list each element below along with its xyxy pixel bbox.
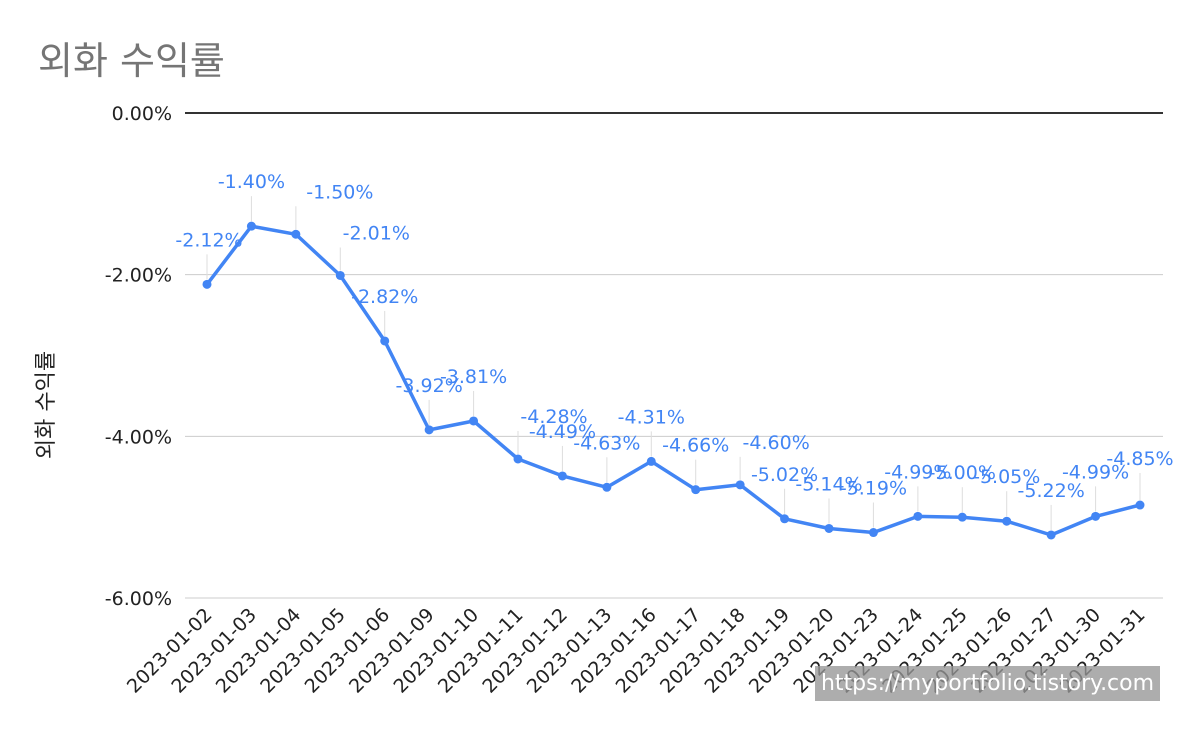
data-label: -3.81% xyxy=(440,366,507,388)
data-label: -4.99% xyxy=(884,461,951,483)
data-label: -5.14% xyxy=(795,473,862,495)
data-label: -3.92% xyxy=(396,375,463,397)
data-point xyxy=(1002,516,1012,526)
data-point xyxy=(957,512,967,522)
data-label: -2.01% xyxy=(343,222,410,244)
data-point xyxy=(469,416,479,426)
data-point xyxy=(913,511,923,521)
data-label: -2.82% xyxy=(351,286,418,308)
y-tick-label: -6.00% xyxy=(105,588,172,610)
data-label: -1.40% xyxy=(218,171,285,193)
data-point xyxy=(380,336,390,346)
y-tick-label: 0.00% xyxy=(112,103,172,125)
data-label: -4.63% xyxy=(573,432,640,454)
data-label: -1.50% xyxy=(306,181,373,203)
data-point xyxy=(691,485,701,495)
data-point xyxy=(868,528,878,538)
data-label: -5.05% xyxy=(973,466,1040,488)
data-point xyxy=(557,471,567,481)
data-point xyxy=(735,480,745,490)
data-point xyxy=(780,514,790,524)
y-axis-ticks: 0.00% -2.00% -4.00% -6.00% xyxy=(105,103,172,610)
data-point xyxy=(1091,511,1101,521)
data-point xyxy=(335,270,345,280)
data-points xyxy=(202,221,1145,540)
y-tick-label: -4.00% xyxy=(105,426,172,448)
gridlines xyxy=(185,112,1163,599)
data-label: -5.22% xyxy=(1018,480,1085,502)
data-point xyxy=(424,425,434,435)
data-point xyxy=(202,279,212,289)
watermark: https://myportfolio.tistory.com xyxy=(815,666,1160,701)
data-label: -4.28% xyxy=(520,406,587,428)
data-point xyxy=(291,229,301,239)
chart-title: 외화 수익률 xyxy=(38,39,225,83)
y-tick-label: -2.00% xyxy=(105,265,172,287)
data-point xyxy=(1046,530,1056,540)
data-point xyxy=(1135,500,1145,510)
data-label: -4.49% xyxy=(529,421,596,443)
data-labels: -2.12% -1.40% -1.50% -2.01% -2.82% -3.92%-3.8… xyxy=(175,171,1173,502)
data-point xyxy=(602,482,612,492)
data-label: -4.31% xyxy=(618,406,685,428)
data-point xyxy=(646,456,656,466)
data-label: -2.12% xyxy=(175,229,242,251)
label-leader-lines xyxy=(206,196,1141,530)
series-line xyxy=(205,224,1142,537)
data-label: -4.85% xyxy=(1106,448,1173,470)
data-point xyxy=(513,454,523,464)
data-label: -5.00% xyxy=(929,462,996,484)
data-label: -4.60% xyxy=(743,432,810,454)
data-label: -5.19% xyxy=(840,478,907,500)
data-point xyxy=(246,221,256,231)
data-label: -4.66% xyxy=(662,435,729,457)
data-point xyxy=(824,523,834,533)
data-label: -4.99% xyxy=(1062,461,1129,483)
data-label: -5.02% xyxy=(751,464,818,486)
